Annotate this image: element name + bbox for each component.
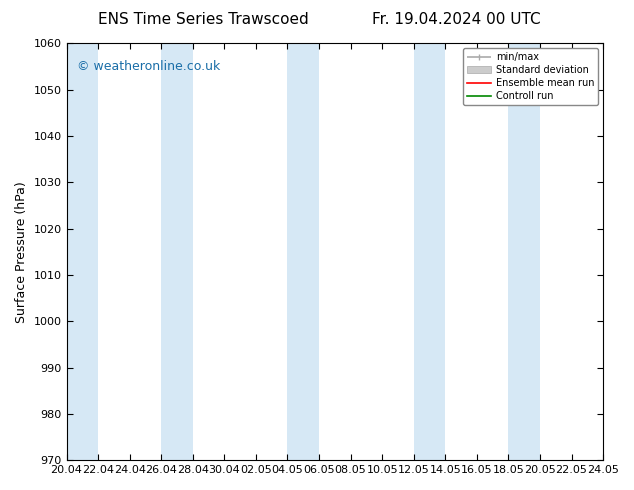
Text: ENS Time Series Trawscoed: ENS Time Series Trawscoed [98, 12, 308, 27]
Text: © weatheronline.co.uk: © weatheronline.co.uk [77, 60, 221, 73]
Bar [161, 44, 193, 460]
Text: Fr. 19.04.2024 00 UTC: Fr. 19.04.2024 00 UTC [372, 12, 541, 27]
Y-axis label: Surface Pressure (hPa): Surface Pressure (hPa) [15, 181, 28, 323]
Legend: min/max, Standard deviation, Ensemble mean run, Controll run: min/max, Standard deviation, Ensemble me… [463, 49, 598, 105]
Bar [287, 44, 319, 460]
Bar [67, 44, 98, 460]
Bar [508, 44, 540, 460]
Bar [414, 44, 445, 460]
